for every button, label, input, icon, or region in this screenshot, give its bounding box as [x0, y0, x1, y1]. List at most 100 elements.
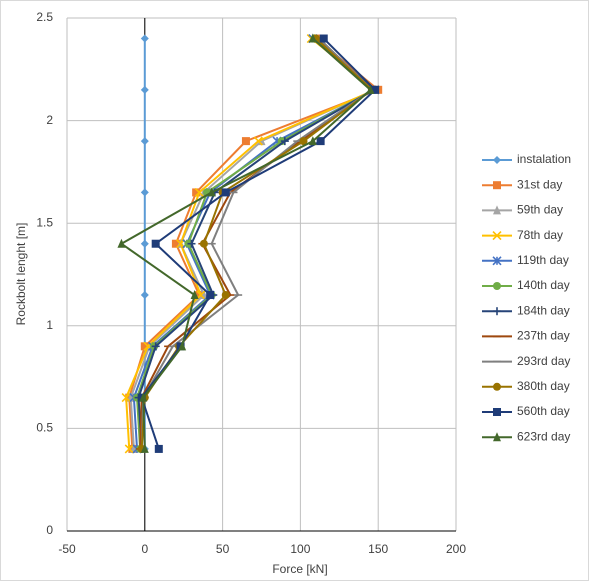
legend-label: 184th day [517, 303, 570, 317]
marker [493, 156, 501, 164]
y-tick-label: 1.5 [36, 215, 53, 229]
marker [308, 33, 317, 43]
y-tick-label: 0.5 [36, 421, 53, 435]
marker-shape [207, 187, 216, 197]
legend-label: 623rd day [517, 429, 570, 443]
marker [319, 34, 328, 43]
marker-shape [206, 291, 215, 300]
marker-shape [140, 137, 149, 146]
marker-stroke [253, 136, 263, 146]
marker-shape [154, 444, 163, 453]
y-tick-label: 2 [46, 113, 53, 127]
legend-label: 380th day [517, 379, 570, 393]
marker [493, 432, 501, 442]
marker [371, 85, 380, 94]
legend-label: 78th day [517, 228, 563, 242]
legend-label: 293rd day [517, 354, 570, 368]
marker-shape [117, 238, 126, 248]
marker-shape [299, 137, 308, 146]
marker [493, 205, 501, 215]
marker [207, 187, 216, 197]
marker-shape [140, 291, 149, 300]
marker-shape [371, 85, 380, 94]
legend-label: 31st day [517, 177, 562, 191]
marker-shape [171, 239, 180, 248]
legend-label: 119th day [517, 253, 569, 267]
x-tick-label: 100 [290, 542, 310, 556]
marker-stroke [121, 393, 131, 403]
marker [493, 307, 501, 316]
marker-shape [308, 136, 317, 146]
marker [124, 444, 134, 454]
marker-shape [139, 392, 148, 402]
legend-label: 140th day [517, 278, 570, 292]
marker-shape [178, 341, 187, 351]
marker [280, 137, 289, 146]
marker [493, 282, 501, 290]
marker [140, 291, 149, 300]
marker-stroke [196, 290, 206, 300]
legend-label: instalation [517, 152, 571, 166]
marker [221, 291, 230, 300]
marker [316, 137, 325, 146]
marker [178, 341, 187, 351]
marker [140, 443, 149, 453]
marker [493, 382, 501, 391]
marker [221, 188, 230, 197]
marker-shape [319, 34, 328, 43]
marker [199, 239, 208, 248]
marker-shape [199, 239, 208, 248]
marker-shape [140, 85, 149, 94]
marker-shape [221, 291, 230, 300]
marker [154, 444, 163, 453]
marker-shape [151, 239, 160, 248]
legend-label: 560th day [517, 404, 570, 418]
marker [140, 85, 149, 94]
marker [151, 342, 160, 351]
marker [139, 392, 148, 402]
marker-shape [493, 432, 501, 442]
x-tick-label: -50 [58, 542, 76, 556]
legend-label: 237th day [517, 329, 570, 343]
marker [253, 136, 263, 146]
marker [187, 239, 196, 248]
x-tick-label: 150 [368, 542, 388, 556]
marker [171, 239, 180, 248]
marker [140, 34, 149, 43]
marker [196, 290, 206, 300]
marker [493, 181, 501, 190]
marker [206, 291, 215, 300]
marker-shape [493, 205, 501, 215]
legend-label: 59th day [517, 203, 563, 217]
x-axis-title: Force [kN] [272, 562, 327, 576]
marker [366, 84, 375, 94]
marker-shape [140, 443, 149, 453]
marker [140, 137, 149, 146]
marker [140, 188, 149, 197]
marker-shape [221, 188, 230, 197]
y-tick-label: 0 [46, 523, 53, 537]
marker-shape [241, 137, 250, 146]
marker-stroke [492, 231, 502, 241]
marker [308, 136, 317, 146]
marker-shape [493, 282, 501, 290]
marker-stroke [124, 444, 134, 454]
marker [117, 238, 126, 248]
y-tick-label: 2.5 [36, 10, 53, 24]
marker-stroke [194, 187, 204, 197]
marker-shape [308, 33, 317, 43]
marker-shape [192, 188, 201, 197]
marker-shape [190, 290, 199, 300]
marker-shape [316, 137, 325, 146]
marker-shape [493, 408, 501, 416]
x-tick-label: 50 [216, 542, 230, 556]
marker [194, 187, 204, 197]
marker [140, 342, 149, 351]
marker [299, 137, 308, 146]
marker-shape [140, 34, 149, 43]
marker [140, 239, 149, 248]
marker [151, 239, 160, 248]
marker-shape [140, 188, 149, 197]
